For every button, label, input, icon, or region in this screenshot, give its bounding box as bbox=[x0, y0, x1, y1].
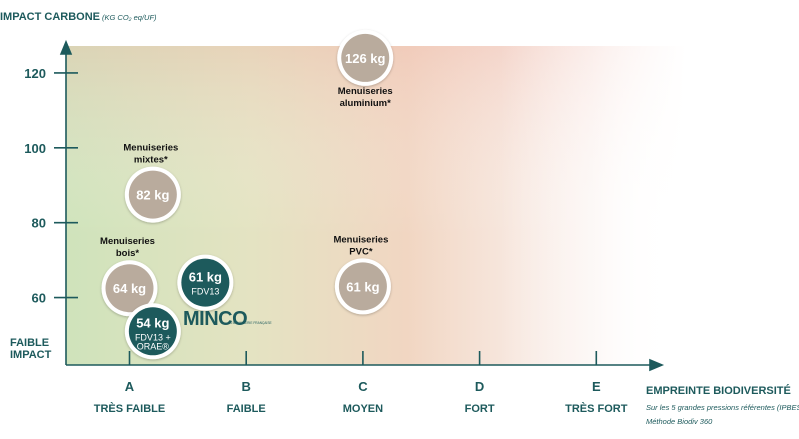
y-axis-unit: (KG CO₂ eq/UF) bbox=[102, 13, 157, 22]
brand-logo-text: MINCO bbox=[183, 308, 247, 330]
x-tick-label: MOYEN bbox=[343, 403, 383, 415]
bubble-label: aluminium* bbox=[340, 98, 392, 109]
x-tick-label: FORT bbox=[465, 403, 495, 415]
x-ticks: A TRÈS FAIBLE B FAIBLE C MOYEN D FORT E TRÈS FORT bbox=[94, 351, 628, 415]
bubble-value: 64 kg bbox=[113, 281, 146, 296]
y-tick-label: 80 bbox=[32, 216, 46, 231]
x-axis-title: EMPREINTE BIODIVERSITÉ bbox=[646, 384, 791, 397]
bubble-value: 61 kg bbox=[189, 270, 222, 285]
bubble-value: 82 kg bbox=[136, 188, 169, 203]
bubble-label: mixtes* bbox=[134, 155, 168, 166]
y-tick-label: 60 bbox=[32, 291, 46, 306]
x-tick-letter: D bbox=[475, 379, 484, 394]
bubble-value: 126 kg bbox=[345, 51, 386, 66]
x-tick-letter: C bbox=[358, 379, 368, 394]
y-tick-label: 100 bbox=[24, 141, 46, 156]
brand-logo: MINCO LA MENUISERIE FRANÇAISE bbox=[183, 308, 272, 330]
bubble-point bbox=[181, 258, 230, 307]
x-axis-note-1: Sur les 5 grandes pressions référentes (… bbox=[646, 403, 799, 412]
x-tick-letter: B bbox=[242, 379, 251, 394]
product-bubble: 61 kg FDV13 bbox=[177, 254, 234, 311]
y-ticks: 60 80 100 120 bbox=[24, 66, 78, 306]
brand-logo-tagline: LA MENUISERIE FRANÇAISE bbox=[228, 321, 272, 325]
y-axis-title: IMPACT CARBONE bbox=[0, 11, 100, 23]
bubble-label: PVC* bbox=[349, 246, 373, 257]
axes bbox=[59, 39, 665, 372]
bubble-point bbox=[128, 307, 177, 356]
bubble-label: Menuiseries bbox=[338, 86, 393, 97]
bubble-point bbox=[128, 170, 177, 219]
bubble-sublabel: ORAE® bbox=[137, 341, 170, 351]
bubble-label: Menuiseries bbox=[333, 234, 388, 245]
bubble-point bbox=[105, 264, 154, 313]
x-tick-letter: E bbox=[592, 379, 601, 394]
bubble-sublabel: FDV13 bbox=[191, 287, 219, 297]
bubble-point bbox=[341, 33, 390, 82]
bubble-sublabel: FDV13 + bbox=[135, 332, 171, 342]
x-tick-label: FAIBLE bbox=[227, 403, 266, 415]
y-tick-label: 120 bbox=[24, 66, 46, 81]
bubble-value: 54 kg bbox=[136, 315, 169, 330]
product-bubble: 54 kg FDV13 +ORAE® bbox=[124, 303, 181, 360]
bubble-label: Menuiseries bbox=[123, 143, 178, 154]
x-axis-note-2: Méthode Biodiv 360 bbox=[646, 417, 713, 426]
x-tick-label: TRÈS FORT bbox=[565, 402, 628, 415]
bubble-label: Menuiseries bbox=[100, 236, 155, 247]
bubble-label: bois* bbox=[116, 248, 140, 259]
bubble-value: 61 kg bbox=[346, 279, 379, 294]
y-low-label: FAIBLE IMPACT bbox=[10, 337, 52, 361]
bubble-point bbox=[338, 262, 387, 311]
x-tick-label: TRÈS FAIBLE bbox=[94, 402, 166, 415]
x-tick-letter: A bbox=[125, 379, 135, 394]
